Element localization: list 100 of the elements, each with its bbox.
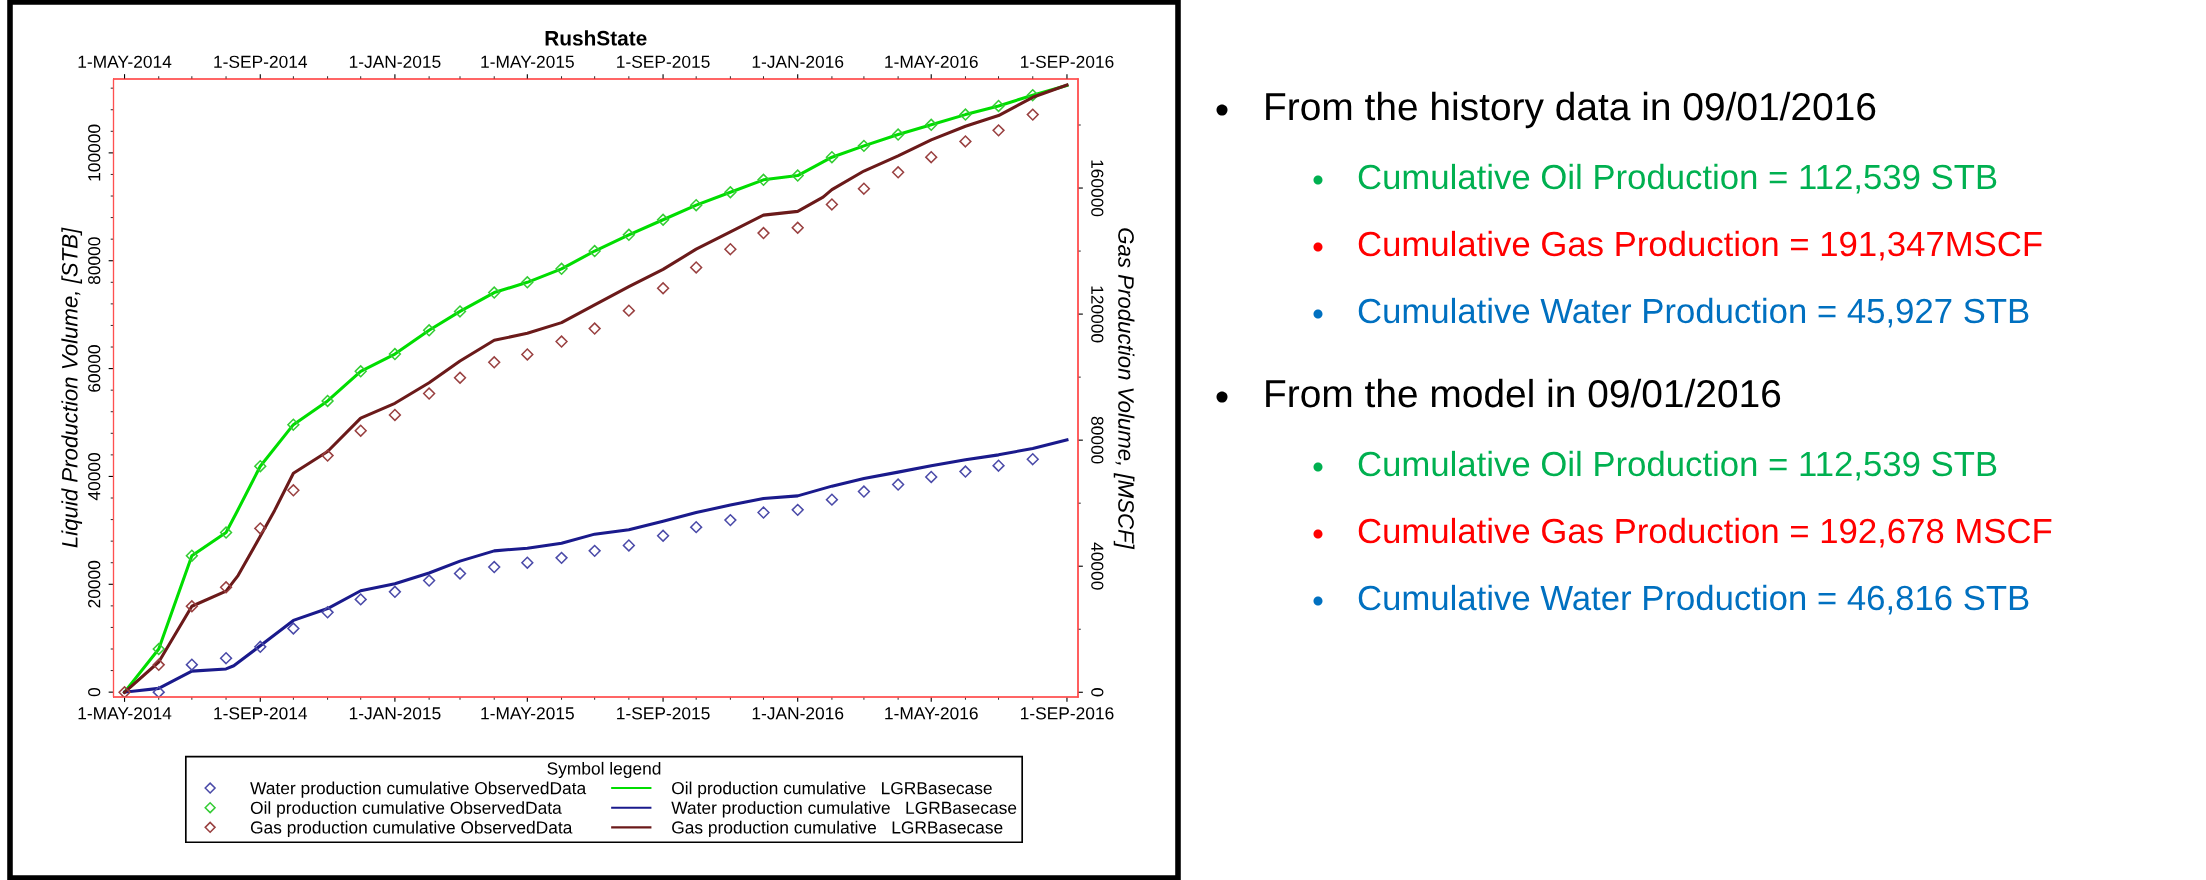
- legend-label: Gas production cumulative ObservedData: [250, 820, 573, 838]
- y2-tick-label: 120000: [1091, 286, 1104, 343]
- y2-tick-label: 160000: [1091, 160, 1104, 217]
- text: Cumulative Oil Production = 112,539 STB: [1358, 450, 1997, 481]
- point: [925, 150, 938, 164]
- point: [959, 108, 972, 121]
- point: [825, 198, 839, 211]
- point: [388, 585, 402, 599]
- point: [488, 560, 501, 574]
- point: [724, 186, 737, 199]
- point: [321, 394, 334, 408]
- point: [354, 424, 367, 437]
- point: [992, 99, 1005, 113]
- point: [724, 243, 737, 256]
- legend-label: Oil production cumulative ObservedData: [250, 801, 562, 818]
- point: [992, 124, 1005, 137]
- point: [185, 658, 199, 671]
- point: [825, 493, 839, 506]
- point: [1026, 453, 1039, 466]
- point: [354, 593, 367, 606]
- point: [118, 686, 131, 697]
- point: [287, 418, 300, 431]
- point: [891, 478, 905, 491]
- x-tick-label: 1-MAY-2014: [78, 707, 172, 720]
- point: [388, 408, 402, 422]
- point: [453, 305, 467, 318]
- y2-tick-label: 80000: [1091, 416, 1104, 464]
- point: [555, 335, 568, 348]
- y-tick-label: 0: [88, 688, 101, 697]
- y-tick-label: 100000: [88, 124, 101, 181]
- point: [422, 574, 436, 587]
- x2-tick-label: 1-MAY-2014: [78, 55, 172, 68]
- point: [791, 169, 804, 182]
- x-tick-label: 1-MAY-2015: [481, 707, 574, 720]
- point: [925, 118, 938, 132]
- point: [152, 685, 165, 697]
- point: [622, 539, 636, 552]
- text: Cumulative Gas Production = 192,678 MSCF: [1358, 517, 2052, 548]
- x-tick-label: 1-JAN-2015: [349, 707, 441, 720]
- x2-tick-label: 1-MAY-2015: [481, 55, 574, 68]
- x-tick-label: 1-SEP-2016: [1021, 707, 1114, 720]
- x2-tick-label: 1-JAN-2015: [349, 55, 441, 68]
- point: [857, 485, 871, 498]
- legend-title: Symbol legend: [547, 761, 661, 779]
- point: [521, 556, 534, 569]
- point: [185, 549, 199, 562]
- legend-label: Gas production cumulative LGRBasecase: [672, 820, 1003, 838]
- y-tick-label: 40000: [88, 452, 101, 501]
- point: [588, 244, 601, 258]
- y-tick-label: 80000: [88, 237, 101, 285]
- point: [422, 324, 436, 337]
- point: [354, 365, 367, 378]
- point: [287, 622, 300, 635]
- point: [656, 213, 670, 226]
- y-axis-title: Liquid Production Volume, [STB]: [61, 227, 83, 548]
- point: [422, 387, 436, 400]
- point: [152, 658, 165, 672]
- point: [152, 642, 165, 656]
- point: [388, 347, 402, 361]
- y2-axis-title: Gas Production Volume, [MSCF]: [1113, 228, 1135, 550]
- point: [219, 581, 233, 594]
- legend-label: Water production cumulative ObservedData: [250, 781, 587, 798]
- point: [521, 348, 534, 361]
- y2-tick-label: 40000: [1091, 542, 1104, 590]
- point: [185, 600, 199, 613]
- point: [656, 282, 670, 295]
- text: From the history data in 09/01/2016: [1266, 91, 1876, 129]
- text: Cumulative Gas Production = 191,347MSCF: [1358, 230, 2042, 261]
- point: [690, 261, 703, 274]
- point: [690, 520, 703, 534]
- point: [588, 322, 601, 335]
- point: [690, 199, 703, 212]
- point: [656, 529, 670, 542]
- point: [219, 526, 233, 539]
- point: [891, 128, 905, 141]
- point: [857, 182, 871, 195]
- x-tick-label: 1-MAY-2016: [885, 707, 978, 720]
- x2-tick-label: 1-SEP-2016: [1021, 55, 1114, 68]
- point: [488, 286, 501, 299]
- point: [453, 371, 467, 384]
- point: [724, 513, 737, 527]
- x2-tick-label: 1-JAN-2016: [752, 55, 844, 68]
- chart-title: RushState: [545, 30, 647, 46]
- point: [757, 506, 770, 519]
- point: [254, 460, 267, 473]
- point: [925, 470, 938, 484]
- point: [555, 551, 568, 565]
- point: [757, 173, 770, 187]
- point: [959, 135, 972, 148]
- point: [555, 262, 568, 275]
- x-tick-label: 1-SEP-2015: [617, 707, 710, 720]
- text: Cumulative Oil Production = 112,539 STB: [1358, 163, 1997, 194]
- point: [287, 484, 300, 497]
- point: [1026, 108, 1039, 121]
- point: [521, 276, 534, 289]
- x2-tick-label: 1-MAY-2016: [885, 55, 978, 68]
- legend-label: Oil production cumulative LGRBasecase: [672, 781, 992, 798]
- point: [757, 226, 770, 240]
- y2-tick-label: 0: [1091, 688, 1104, 697]
- point: [321, 606, 334, 619]
